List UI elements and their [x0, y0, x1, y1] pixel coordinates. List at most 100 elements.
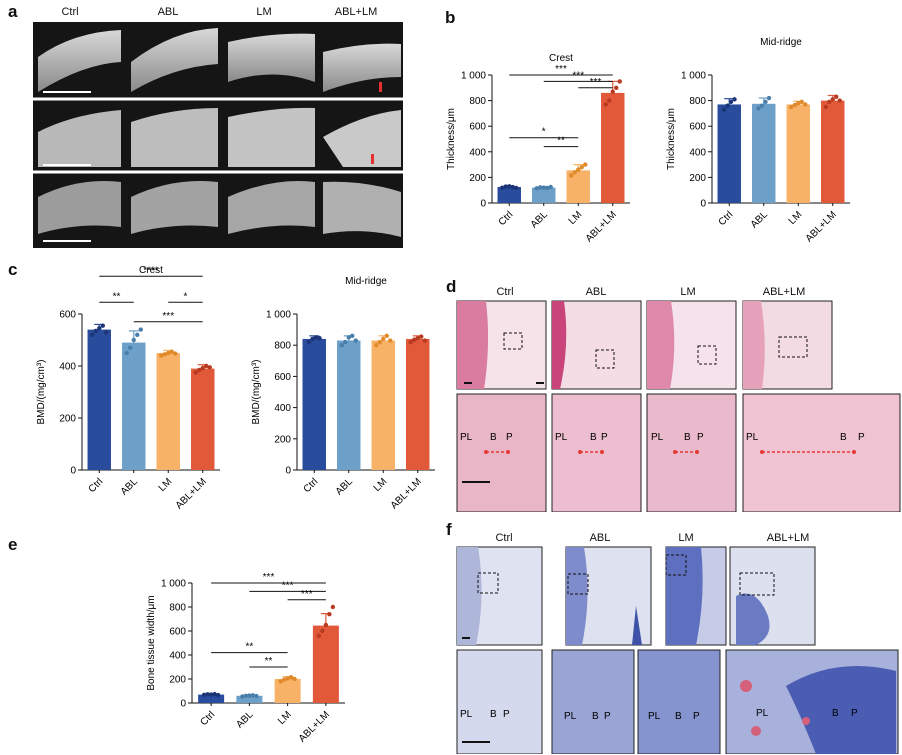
- data-point: [193, 370, 198, 375]
- f-p-label-1: P: [503, 709, 510, 720]
- d-pl-label-3: PL: [651, 432, 664, 443]
- red-arrow-1: [379, 82, 382, 92]
- y-tick-label: 200: [59, 414, 76, 425]
- data-point: [545, 185, 550, 191]
- data-point: [796, 100, 801, 106]
- d-pl-label-2: PL: [555, 432, 568, 443]
- a-col-abl-lm: ABL+LM: [334, 6, 378, 18]
- data-point: [97, 326, 102, 331]
- bar-ctrl: [497, 187, 521, 203]
- data-point: [374, 343, 379, 348]
- x-tick-label: Ctrl: [198, 709, 217, 728]
- y-axis-label: BMD/(mg/cm³): [251, 360, 262, 425]
- x-tick-label: ABL+LM: [174, 476, 209, 511]
- chart-title: Mid-ridge: [760, 37, 802, 48]
- data-point: [514, 185, 519, 191]
- significance-label: ***: [301, 589, 313, 600]
- x-tick-label: LM: [787, 209, 805, 227]
- chart-title: Crest: [139, 265, 163, 276]
- he-histology-grid: PL B P PL B P PL B P PL B P: [456, 300, 901, 512]
- data-point: [384, 333, 389, 339]
- f-col-ctrl: Ctrl: [495, 532, 513, 544]
- y-tick-label: 200: [469, 173, 486, 184]
- x-tick-label: Ctrl: [302, 476, 321, 495]
- data-point: [285, 676, 290, 681]
- y-axis-label: Thickness/μm: [666, 108, 677, 170]
- y-tick-label: 1 000: [266, 310, 291, 321]
- data-point: [316, 633, 322, 638]
- significance-label: **: [245, 642, 253, 653]
- bar-lm: [786, 104, 810, 203]
- significance-label: ***: [590, 77, 602, 88]
- significance-label: *: [542, 127, 546, 138]
- data-point: [212, 691, 217, 697]
- bar-abl-lm: [601, 92, 625, 203]
- data-point: [503, 184, 508, 189]
- data-point: [323, 622, 329, 628]
- data-point: [135, 332, 140, 337]
- data-point: [756, 106, 761, 111]
- data-point: [93, 328, 98, 334]
- data-point: [728, 99, 734, 105]
- data-point: [721, 107, 727, 112]
- x-tick-label: Ctrl: [717, 209, 736, 228]
- f-pl-label-4: PL: [756, 708, 769, 719]
- stain-overview-row: [456, 546, 816, 646]
- data-point: [128, 345, 133, 350]
- data-point: [138, 327, 143, 332]
- data-point: [725, 103, 730, 108]
- d-p-label-1: P: [506, 432, 513, 443]
- data-point: [90, 332, 95, 337]
- bar-abl: [236, 695, 263, 703]
- data-point: [346, 335, 351, 340]
- x-tick-label: ABL+LM: [804, 209, 839, 244]
- data-point: [317, 335, 322, 341]
- d-pl-label-4: PL: [746, 432, 759, 443]
- data-point: [215, 692, 221, 698]
- x-tick-label: LM: [372, 476, 390, 494]
- chart-c-crest: Crest 0 200 400 600 BMD/(mg/cm³) Ctrl ABL LM ABL+…: [36, 265, 220, 511]
- data-point: [310, 336, 315, 342]
- f-pl-label-2: PL: [564, 711, 577, 722]
- chart-c-midridge: Mid-ridge 0 200 400 600 800 1 000 BMD/(mg/cm³) C…: [251, 276, 435, 511]
- data-point: [823, 104, 828, 110]
- a-col-lm: LM: [256, 6, 272, 18]
- y-tick-label: 600: [169, 627, 186, 638]
- data-point: [124, 350, 129, 356]
- bar-abl-lm: [312, 625, 339, 703]
- x-tick-label: LM: [567, 209, 585, 227]
- d-p-label-2: P: [601, 432, 608, 443]
- data-point: [197, 367, 202, 373]
- y-tick-label: 200: [689, 173, 706, 184]
- y-axis-label: Thickness/μm: [446, 108, 457, 170]
- data-point: [339, 343, 344, 348]
- bar-abl-lm: [191, 368, 215, 470]
- data-point: [240, 694, 245, 699]
- bar-abl: [337, 340, 361, 470]
- data-point: [792, 102, 797, 108]
- significance-label: **: [557, 136, 565, 147]
- bar-ctrl: [87, 329, 111, 470]
- f-b-label-3: B: [675, 711, 682, 722]
- bar-lm: [274, 679, 301, 703]
- x-tick-label: ABL+LM: [389, 476, 424, 511]
- chart-b-midridge: Mid-ridge 0 200 400 600 800 1 000 Thickness/μm C…: [666, 37, 850, 244]
- f-p-label-4: P: [851, 708, 858, 719]
- x-tick-label: ABL: [529, 209, 550, 230]
- data-point: [247, 693, 252, 698]
- bar-abl-lm: [406, 338, 430, 470]
- data-point: [104, 330, 109, 335]
- data-point: [243, 693, 249, 698]
- data-point: [281, 677, 287, 682]
- bar-abl: [752, 103, 776, 203]
- y-tick-label: 200: [274, 434, 291, 445]
- data-point: [327, 612, 332, 617]
- x-tick-label: ABL: [119, 476, 140, 497]
- y-tick-label: 1 000: [681, 71, 706, 82]
- y-tick-label: 600: [59, 310, 76, 321]
- data-point: [507, 184, 512, 189]
- data-point: [510, 184, 515, 190]
- chart-title: Crest: [549, 53, 573, 64]
- data-point: [548, 184, 553, 190]
- f-b-label-1: B: [490, 709, 497, 720]
